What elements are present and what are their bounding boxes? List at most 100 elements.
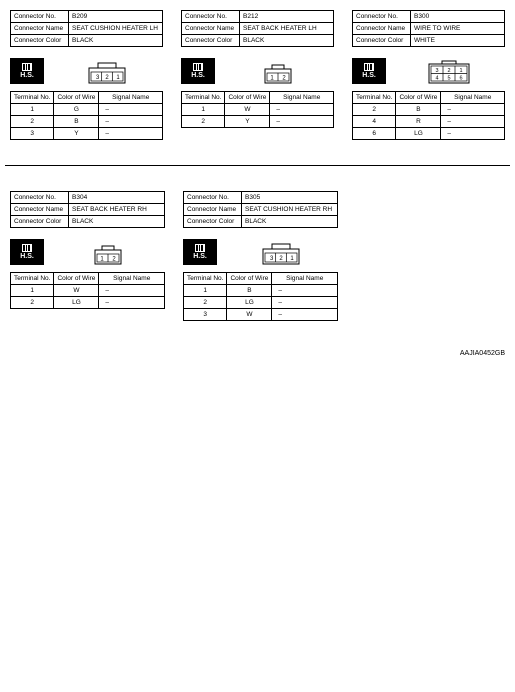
th-color: Color of Wire (396, 92, 441, 104)
th-terminal: Terminal No. (182, 92, 225, 104)
label-conn-color: Connector Color (11, 216, 69, 228)
svg-text:3: 3 (435, 68, 438, 74)
svg-text:3: 3 (270, 256, 274, 262)
cell: 1 (11, 104, 54, 116)
hs-icon: H.S. (352, 58, 386, 84)
cell: – (272, 309, 338, 321)
val-conn-color: BLACK (69, 35, 163, 47)
label-conn-color: Connector Color (184, 216, 242, 228)
cell: W (54, 285, 99, 297)
cell: 2 (184, 297, 227, 309)
svg-text:2: 2 (282, 76, 286, 82)
cell: W (227, 309, 272, 321)
cell: – (99, 116, 163, 128)
svg-text:6: 6 (459, 76, 462, 82)
cell: – (270, 104, 334, 116)
icon-row: H.S. 1 2 (181, 54, 334, 84)
cell: B (227, 285, 272, 297)
val-conn-name: SEAT BACK HEATER LH (240, 23, 334, 35)
val-conn-color: BLACK (240, 35, 334, 47)
cell: LG (396, 128, 441, 140)
cell: 3 (184, 309, 227, 321)
cell: LG (54, 297, 99, 309)
cell: – (441, 104, 505, 116)
svg-text:2: 2 (105, 75, 109, 81)
th-terminal: Terminal No. (184, 273, 227, 285)
info-table: Connector No.B209 Connector NameSEAT CUS… (10, 10, 163, 47)
cell: 3 (11, 128, 54, 140)
th-color: Color of Wire (225, 92, 270, 104)
svg-text:2: 2 (279, 256, 283, 262)
val-conn-no: B305 (242, 192, 338, 204)
cell: – (99, 285, 165, 297)
cell: 4 (353, 116, 396, 128)
hs-label: H.S. (191, 72, 205, 79)
cell: – (272, 297, 338, 309)
svg-text:1: 1 (270, 76, 274, 82)
label-conn-color: Connector Color (11, 35, 69, 47)
footer-code: AAJIA0452GB (10, 350, 505, 357)
cell: – (99, 297, 165, 309)
icon-row: H.S. 3 2 1 (10, 54, 163, 84)
cell: 1 (182, 104, 225, 116)
label-conn-no: Connector No. (11, 192, 69, 204)
val-conn-name: WIRE TO WIRE (411, 23, 505, 35)
val-conn-name: SEAT BACK HEATER RH (69, 204, 165, 216)
val-conn-color: WHITE (411, 35, 505, 47)
cell: – (99, 104, 163, 116)
cell: B (396, 104, 441, 116)
th-color: Color of Wire (54, 273, 99, 285)
block-b212: Connector No.B212 Connector NameSEAT BAC… (181, 10, 334, 140)
hs-label: H.S. (20, 253, 34, 260)
cell: B (54, 116, 99, 128)
terminal-table: Terminal No. Color of Wire Signal Name 1… (183, 272, 338, 321)
page: Connector No.B209 Connector NameSEAT CUS… (10, 10, 505, 357)
val-conn-name: SEAT CUSHION HEATER LH (69, 23, 163, 35)
cell: W (225, 104, 270, 116)
cell: – (99, 128, 163, 140)
cell: – (441, 128, 505, 140)
cell: Y (225, 116, 270, 128)
cell: 2 (353, 104, 396, 116)
label-conn-color: Connector Color (353, 35, 411, 47)
val-conn-no: B209 (69, 11, 163, 23)
cell: 1 (11, 285, 54, 297)
cell: G (54, 104, 99, 116)
hs-icon: H.S. (10, 58, 44, 84)
info-table: Connector No.B304 Connector NameSEAT BAC… (10, 191, 165, 228)
th-terminal: Terminal No. (353, 92, 396, 104)
terminal-table: Terminal No. Color of Wire Signal Name 1… (10, 91, 163, 140)
th-terminal: Terminal No. (11, 273, 54, 285)
th-color: Color of Wire (54, 92, 99, 104)
svg-text:2: 2 (447, 68, 450, 74)
terminal-table: Terminal No. Color of Wire Signal Name 1… (10, 272, 165, 309)
row-bottom: Connector No.B304 Connector NameSEAT BAC… (10, 191, 505, 321)
info-table: Connector No.B300 Connector NameWIRE TO … (352, 10, 505, 47)
block-b305: Connector No.B305 Connector NameSEAT CUS… (183, 191, 338, 321)
label-conn-name: Connector Name (353, 23, 411, 35)
hs-icon: H.S. (183, 239, 217, 265)
connector-icon: 3 2 1 (223, 243, 338, 265)
hs-icon: H.S. (181, 58, 215, 84)
hs-label: H.S. (362, 72, 376, 79)
block-b209: Connector No.B209 Connector NameSEAT CUS… (10, 10, 163, 140)
terminal-table: Terminal No. Color of Wire Signal Name 2… (352, 91, 505, 140)
label-conn-name: Connector Name (11, 204, 69, 216)
cell: LG (227, 297, 272, 309)
th-terminal: Terminal No. (11, 92, 54, 104)
block-b300: Connector No.B300 Connector NameWIRE TO … (352, 10, 505, 140)
svg-text:1: 1 (459, 68, 462, 74)
th-signal: Signal Name (270, 92, 334, 104)
label-conn-name: Connector Name (11, 23, 69, 35)
svg-text:2: 2 (112, 257, 116, 263)
row-top: Connector No.B209 Connector NameSEAT CUS… (10, 10, 505, 140)
hs-label: H.S. (193, 253, 207, 260)
val-conn-color: BLACK (242, 216, 338, 228)
cell: 2 (11, 116, 54, 128)
block-b304: Connector No.B304 Connector NameSEAT BAC… (10, 191, 165, 321)
th-signal: Signal Name (441, 92, 505, 104)
val-conn-color: BLACK (69, 216, 165, 228)
val-conn-name: SEAT CUSHION HEATER RH (242, 204, 338, 216)
label-conn-color: Connector Color (182, 35, 240, 47)
label-conn-no: Connector No. (353, 11, 411, 23)
